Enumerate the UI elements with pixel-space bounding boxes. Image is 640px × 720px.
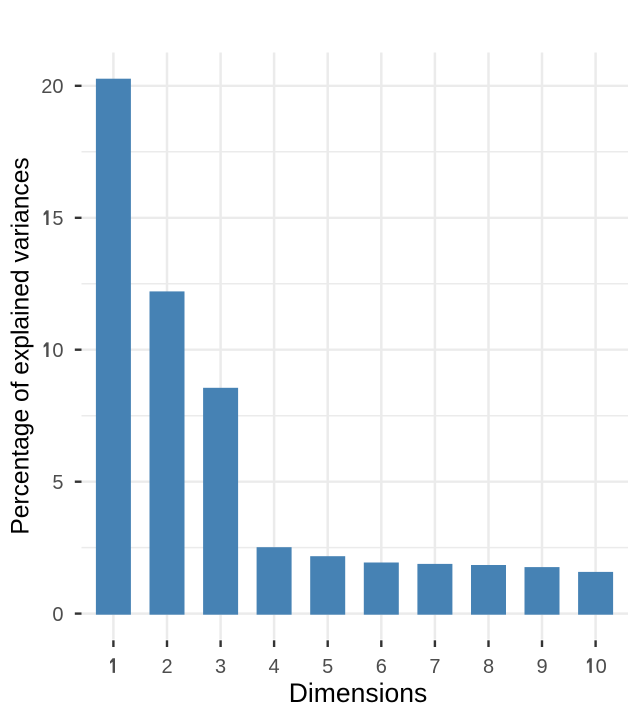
svg-text:0: 0 <box>596 656 607 678</box>
svg-text:9: 9 <box>536 656 547 678</box>
svg-text:8: 8 <box>483 656 494 678</box>
svg-text:4: 4 <box>269 656 280 678</box>
svg-text:2: 2 <box>161 656 172 678</box>
svg-text:3: 3 <box>215 656 226 678</box>
svg-text:Dimensions: Dimensions <box>289 678 427 708</box>
svg-text:5: 5 <box>322 656 333 678</box>
svg-text:6: 6 <box>376 656 387 678</box>
svg-text:0: 0 <box>52 340 63 362</box>
svg-text:7: 7 <box>429 656 440 678</box>
svg-text:20: 20 <box>41 76 63 98</box>
svg-text:Percentage of explained varian: Percentage of explained variances <box>8 157 35 534</box>
svg-text:0: 0 <box>52 604 63 626</box>
svg-text:5: 5 <box>52 208 63 230</box>
svg-text:5: 5 <box>52 472 63 494</box>
